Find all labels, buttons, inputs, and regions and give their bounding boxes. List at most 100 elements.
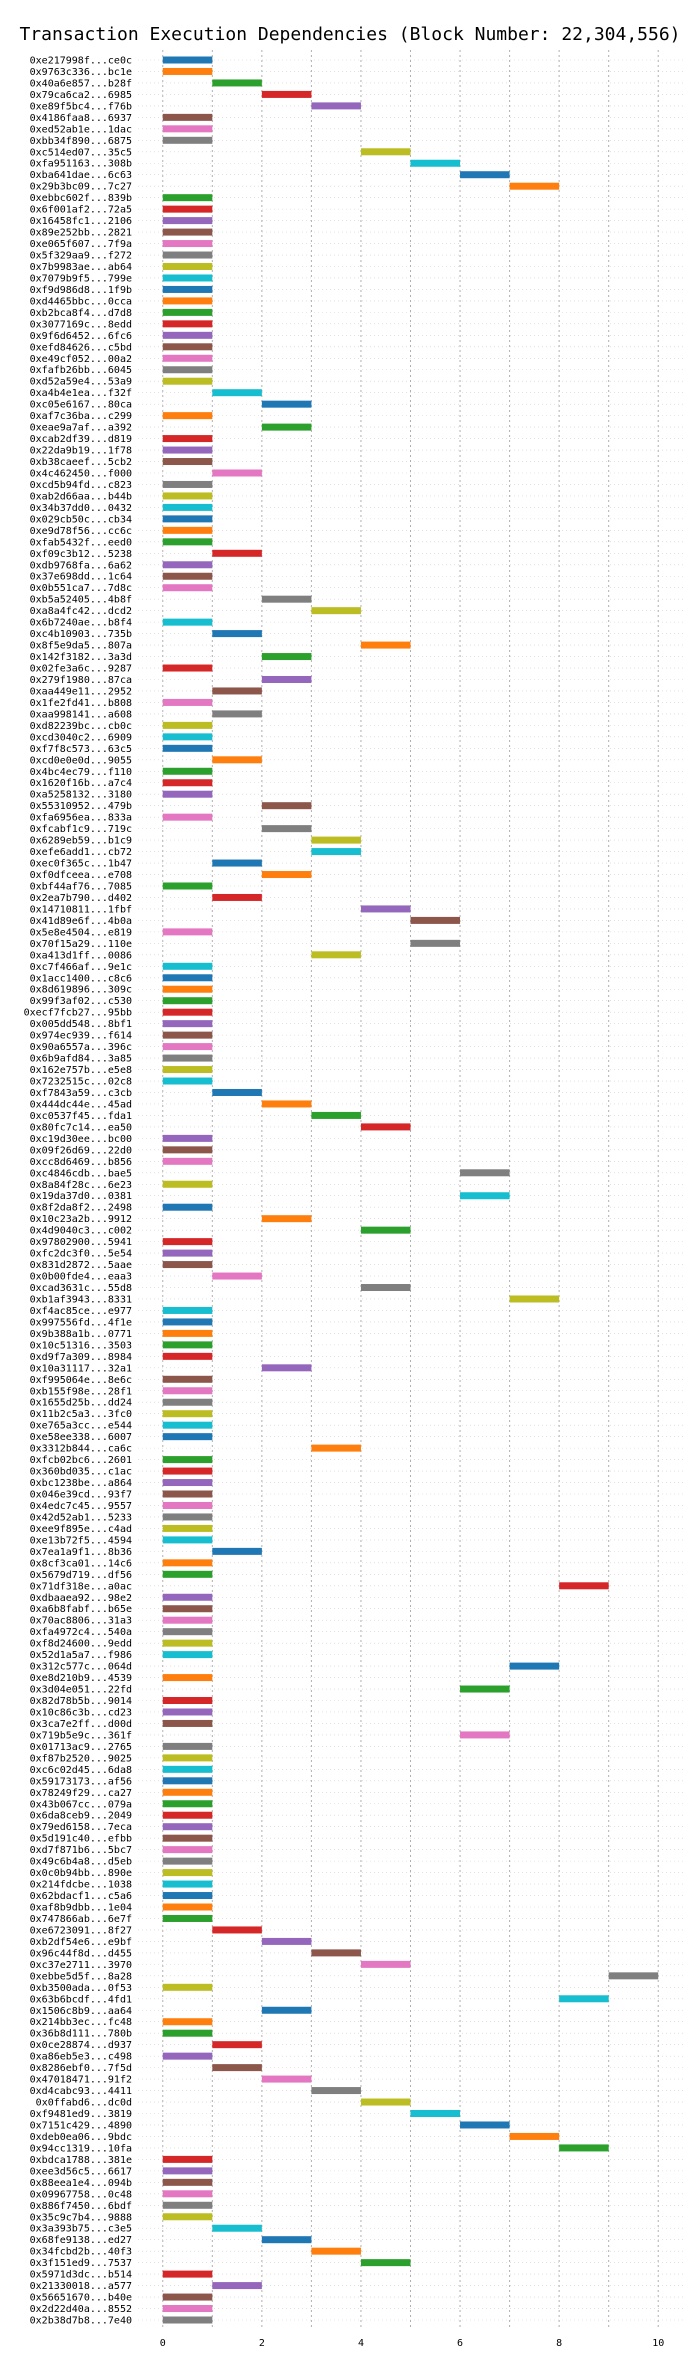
transaction-label: 0x214fdcbe...1038	[30, 1880, 132, 1891]
transaction-label: 0xebbe5d5f...8a28	[30, 1971, 132, 1982]
transaction-label: 0x9b388a1b...0771	[30, 1329, 132, 1340]
transaction-bar	[360, 2098, 411, 2106]
transaction-label: 0xb155f98e...28f1	[30, 1386, 132, 1397]
transaction-bar	[212, 79, 262, 87]
transaction-bar	[162, 2018, 213, 2026]
transaction-bar	[162, 721, 213, 729]
transaction-label: 0x35c9c7b4...9888	[30, 2212, 132, 2223]
transaction-label: 0x94cc1319...10fa	[30, 2143, 132, 2154]
transaction-bar	[261, 653, 312, 661]
transaction-label: 0xfafb26bb...6045	[30, 365, 132, 376]
transaction-bar	[162, 343, 213, 351]
transaction-bar	[162, 113, 213, 121]
transaction-label: 0x3ca7e2ff...d00d	[30, 1719, 132, 1730]
transaction-bar	[212, 549, 262, 557]
transaction-bar	[162, 744, 213, 752]
transaction-bar	[162, 194, 213, 202]
transaction-label: 0xe065f607...7f9a	[30, 239, 132, 250]
transaction-bar	[261, 1100, 312, 1108]
bars-layer	[162, 56, 659, 2324]
transaction-bar	[162, 1869, 213, 1877]
transaction-bar	[162, 1077, 213, 1085]
transaction-bar	[261, 871, 312, 879]
transaction-label: 0xc0537f45...fda1	[30, 1111, 132, 1122]
transaction-label: 0x3d04e051...22fd	[30, 1685, 132, 1696]
transaction-bar	[162, 813, 213, 821]
transaction-label: 0xd4cabc93...4411	[30, 2086, 132, 2097]
transaction-label: 0x0c0b94bb...890e	[30, 1868, 132, 1879]
transaction-bar	[162, 1341, 213, 1349]
transaction-bar	[162, 1846, 213, 1854]
transaction-label: 0xfa951163...308b	[30, 159, 132, 170]
transaction-label: 0x10c23a2b...9912	[30, 1214, 132, 1225]
transaction-label: 0xfcabf1c9...719c	[30, 824, 132, 835]
transaction-label: 0x16458fc1...2106	[30, 216, 132, 227]
transaction-label: 0x71df318e...a0ac	[30, 1581, 132, 1592]
transaction-label: 0xaf7c36ba...c299	[30, 411, 132, 422]
transaction-bar	[360, 148, 411, 156]
transaction-label: 0x2ea7b790...d402	[30, 893, 132, 904]
transaction-bar	[460, 1731, 510, 1739]
transaction-label: 0x8f2da8f2...2498	[30, 1203, 132, 1214]
transaction-label: 0xe13b72f5...4594	[30, 1535, 132, 1546]
transaction-bar	[162, 492, 213, 500]
transaction-label: 0xdeb0ea06...9bdc	[30, 2132, 132, 2143]
transaction-label: 0xf0dfceea...e708	[30, 870, 132, 881]
transaction-label: 0x0ffabd6...dc0d	[36, 2098, 132, 2109]
transaction-bar	[261, 2006, 312, 2014]
transaction-label: 0x5f329aa9...f272	[30, 251, 132, 262]
transaction-bar	[162, 2029, 213, 2037]
transaction-bar	[162, 274, 213, 282]
transaction-bar	[162, 308, 213, 316]
transaction-label: 0x90a6557a...396c	[30, 1042, 132, 1053]
transaction-bar	[162, 526, 213, 534]
transaction-bar	[162, 1719, 213, 1727]
transaction-label: 0xfab5432f...eed0	[30, 537, 132, 548]
transaction-bar	[311, 836, 361, 844]
transaction-label: 0x88eea1e4...094b	[30, 2178, 132, 2189]
transaction-label: 0x5971d3dc...b514	[30, 2270, 132, 2281]
transaction-bar	[162, 664, 213, 672]
transaction-bar	[162, 515, 213, 523]
transaction-bar	[162, 790, 213, 798]
transaction-bar	[212, 893, 262, 901]
transaction-label: 0xbb34f890...6875	[30, 136, 132, 147]
transaction-bar	[162, 366, 213, 374]
transaction-label: 0x79ca6ca2...6985	[30, 90, 132, 101]
transaction-label: 0xe89f5bc4...f76b	[30, 101, 132, 112]
transaction-bar	[212, 1088, 262, 1096]
transaction-label: 0x4bc4ec79...f110	[30, 767, 132, 778]
transaction-label: 0x29b3bc09...7c27	[30, 182, 132, 193]
transaction-bar	[261, 1937, 312, 1945]
transaction-label: 0xfcb02bc6...2601	[30, 1455, 132, 1466]
transaction-label: 0x6b7240ae...b8f4	[30, 618, 132, 629]
transaction-bar	[212, 2282, 262, 2290]
transaction-label: 0x6f001af2...72a5	[30, 205, 132, 216]
transaction-label: 0xc4b10903...735b	[30, 629, 132, 640]
transaction-bar	[162, 67, 213, 75]
transaction-label: 0x70ac8806...31a3	[30, 1616, 132, 1627]
transaction-bar	[162, 125, 213, 133]
transaction-bar	[162, 1892, 213, 1900]
transaction-bar	[360, 905, 411, 913]
transaction-label: 0x5e8e4504...e819	[30, 927, 132, 938]
x-tick-label: 2	[259, 2338, 265, 2349]
transaction-bar	[261, 2236, 312, 2244]
transaction-label: 0x96c44f8d...d455	[30, 1948, 132, 1959]
transaction-label: 0xc37e2711...3970	[30, 1960, 132, 1971]
transaction-label: 0xe8d210b9...4539	[30, 1673, 132, 1684]
transaction-bar	[162, 1777, 213, 1785]
transaction-bar	[212, 630, 262, 638]
transaction-label: 0x7ea1a9f1...8b36	[30, 1547, 132, 1558]
transaction-label: 0x1fe2fd41...b808	[30, 698, 132, 709]
transaction-bar	[162, 2178, 213, 2186]
transaction-bar	[162, 974, 213, 982]
transaction-label: 0x2d22d40a...8552	[30, 2304, 132, 2315]
transaction-bar	[212, 2064, 262, 2072]
transaction-bar	[162, 1352, 213, 1360]
transaction-label: 0xd82239bc...cb0c	[30, 721, 132, 732]
transaction-label: 0x8d619896...309c	[30, 985, 132, 996]
transaction-label: 0x52d1a5a7...f986	[30, 1650, 132, 1661]
transaction-bar	[162, 962, 213, 970]
transaction-label: 0xe217998f...ce0c	[30, 56, 132, 67]
